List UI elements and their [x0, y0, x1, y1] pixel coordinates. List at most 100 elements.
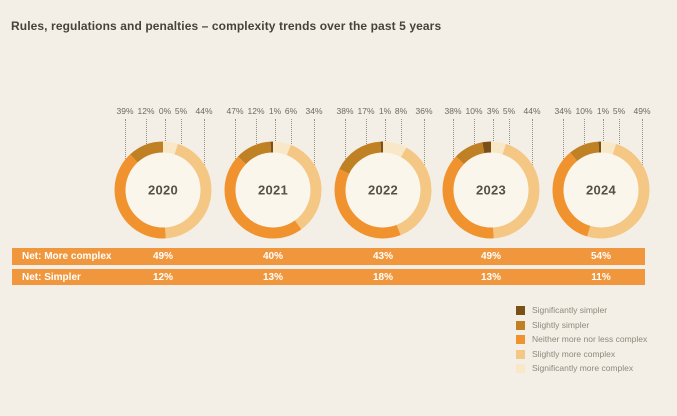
net-value-2023: 13% [480, 271, 501, 283]
leader-line [275, 119, 276, 143]
leader-line [401, 119, 402, 147]
segment-value-label-significantly_more: 5% [174, 106, 188, 116]
leader-line [474, 119, 475, 146]
segment-value-label-slightly_simpler: 17% [357, 106, 375, 116]
net-value-2022: 18% [372, 271, 393, 283]
net-more-complex-row: Net: More complex 49% 40% 43% 49% 54% [12, 248, 645, 265]
legend-swatch-significantly_more [516, 364, 525, 373]
segment-value-label-neither: 38% [444, 106, 462, 116]
net-value-2021: 40% [262, 251, 283, 262]
legend-swatch-slightly_more [516, 349, 525, 359]
segment-slightly_simpler [114, 141, 212, 239]
segment-slightly_more [442, 141, 540, 239]
segment-neither [334, 141, 432, 239]
segment-value-label-significantly_more: 8% [394, 106, 408, 116]
leader-line [385, 119, 386, 143]
donut-hole [442, 141, 540, 239]
leader-line [584, 119, 585, 146]
year-label: 2023 [475, 182, 507, 198]
leader-line [603, 119, 604, 143]
segment-significantly_simpler [334, 141, 432, 239]
legend-label: Slightly simpler [532, 319, 590, 330]
segment-slightly_more [224, 141, 322, 239]
legend-label: Significantly more complex [532, 363, 634, 373]
donut-hole [552, 141, 650, 239]
segment-value-label-slightly_more: 34% [305, 106, 323, 116]
segment-significantly_simpler [224, 141, 322, 239]
donut-ring [552, 141, 650, 239]
legend-item-neither: Neither more nor less complex [516, 335, 647, 344]
leader-line [181, 119, 182, 147]
segment-neither [552, 141, 650, 239]
donut-ring [334, 141, 432, 239]
donut-hole [224, 141, 322, 239]
segment-value-label-significantly_simpler: 1% [268, 106, 282, 116]
segment-slightly_more [552, 141, 650, 239]
segment-value-label-significantly_simpler: 3% [486, 106, 500, 116]
legend-swatch-slightly_simpler [516, 320, 525, 330]
segment-slightly_more [334, 141, 432, 239]
segment-neither [224, 141, 322, 239]
segment-value-label-slightly_more: 49% [633, 106, 651, 116]
segment-value-label-significantly_simpler: 0% [158, 106, 172, 116]
year-label: 2024 [585, 182, 617, 198]
segment-value-label-neither: 38% [336, 106, 354, 116]
legend-swatch-neither [516, 335, 525, 344]
year-label: 2020 [147, 182, 179, 198]
segment-neither [442, 141, 540, 239]
leader-line [509, 119, 510, 147]
legend-item-significantly_more: Significantly more complex [516, 364, 647, 373]
legend-item-slightly_more: Slightly more complex [516, 348, 647, 359]
leader-line [453, 119, 454, 164]
segment-value-label-significantly_simpler: 1% [596, 106, 610, 116]
net-value-2020: 49% [152, 251, 173, 262]
segment-value-label-slightly_more: 44% [523, 106, 541, 116]
net-value-2020: 12% [152, 271, 173, 283]
net-value-2024: 54% [590, 251, 611, 262]
segment-value-label-slightly_simpler: 12% [137, 106, 155, 116]
net-value-2022: 43% [372, 251, 393, 262]
donut-chart-2022: 38% 17% 1% 8% 36% 2022 [328, 106, 438, 256]
legend-label: Slightly more complex [532, 348, 616, 359]
segment-value-label-neither: 39% [116, 106, 134, 116]
segment-value-label-neither: 47% [226, 106, 244, 116]
segment-value-label-slightly_more: 36% [415, 106, 433, 116]
segment-value-label-slightly_simpler: 10% [465, 106, 483, 116]
leader-line [493, 119, 494, 143]
segment-value-label-slightly_simpler: 10% [575, 106, 593, 116]
leader-line [314, 119, 315, 169]
segment-value-label-slightly_simpler: 12% [247, 106, 265, 116]
net-value-2021: 13% [262, 271, 283, 283]
donut-chart-2023: 38% 10% 3% 5% 44% 2023 [436, 106, 546, 256]
leader-line [532, 119, 533, 169]
legend-swatch-significantly_simpler [516, 306, 525, 315]
net-value-2024: 11% [591, 271, 611, 283]
leader-line [235, 119, 236, 164]
net-simpler-row: Net: Simpler 12% 13% 18% 13% 11% [12, 269, 645, 285]
legend-label: Significantly simpler [532, 305, 608, 315]
leader-line [146, 119, 147, 146]
segment-slightly_more [114, 141, 212, 239]
leader-line [291, 119, 292, 147]
donut-ring [114, 141, 212, 239]
leader-line [125, 119, 126, 164]
segment-value-label-significantly_more: 5% [612, 106, 626, 116]
leader-line [345, 119, 346, 164]
donut-ring [224, 141, 322, 239]
leader-line [204, 119, 205, 169]
legend-label: Neither more nor less complex [532, 334, 648, 344]
leader-line [165, 119, 166, 143]
segment-value-label-significantly_simpler: 1% [378, 106, 392, 116]
legend-item-significantly_simpler: Significantly simpler [516, 306, 647, 315]
segment-significantly_simpler [442, 141, 540, 239]
segment-value-label-significantly_more: 6% [284, 106, 298, 116]
net-row-label: Net: Simpler [22, 271, 81, 283]
year-label: 2021 [257, 182, 289, 198]
segment-neither [114, 141, 212, 239]
donut-hole [114, 141, 212, 239]
donut-ring [442, 141, 540, 239]
legend-item-slightly_simpler: Slightly simpler [516, 319, 647, 330]
donut-chart-2024: 34% 10% 1% 5% 49% 2024 [546, 106, 656, 256]
